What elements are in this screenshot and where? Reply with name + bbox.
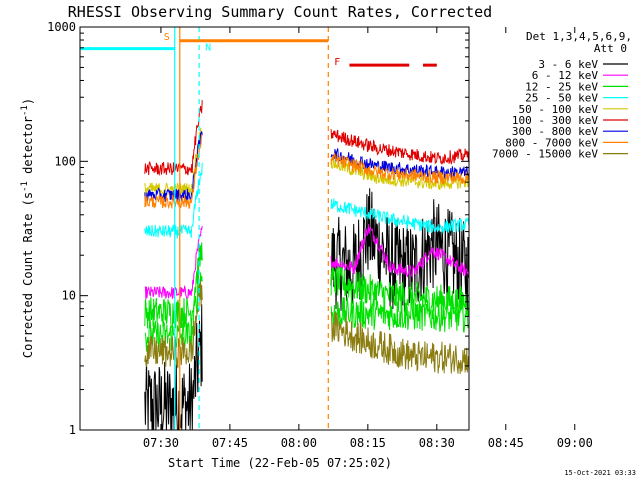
legend-label: 300 - 800 keV (512, 125, 598, 138)
series-6-12-kev (144, 224, 469, 300)
plot-content (80, 27, 469, 430)
x-tick-label: 08:30 (419, 436, 455, 450)
y-axis-label-sup2: -1 (20, 105, 30, 116)
legend-label: 12 - 25 keV (525, 80, 598, 93)
series-12-25-kev-lower-band- (144, 272, 469, 352)
x-axis-label: Start Time (22-Feb-05 07:25:02) (168, 456, 392, 470)
series-trace-segment (144, 225, 203, 300)
flag-label-s: S (164, 32, 170, 43)
legend-label: 25 - 50 keV (525, 92, 598, 105)
series-trace-segment (330, 311, 469, 375)
series-trace-segment (144, 162, 203, 239)
series-trace-segment (330, 152, 469, 185)
y-axis-label-main: Corrected Count Rate (s (21, 192, 35, 358)
flag-label-f: F (334, 57, 340, 68)
series-trace-segment (330, 296, 469, 333)
y-axis-label-end: ) (21, 98, 35, 105)
series-trace-segment (144, 280, 203, 369)
legend-label: 50 - 100 keV (519, 103, 599, 116)
plot-frame (79, 26, 470, 431)
footer-timestamp: 15-Oct-2021 03:33 (564, 469, 636, 477)
y-axis-label: Corrected Count Rate (s-1 detector-1) (20, 98, 35, 358)
legend-label: 100 - 300 keV (512, 114, 598, 127)
legend-header-line1: Det 1,3,4,5,6,9, (526, 30, 632, 43)
series-100-300-kev (144, 100, 469, 177)
series-trace-segment (330, 188, 469, 314)
y-tick-label: 10 (62, 289, 76, 303)
x-tick-label: 09:00 (557, 436, 593, 450)
x-tick-label: 08:15 (350, 436, 386, 450)
series-trace-segment (330, 198, 469, 234)
series-trace-segment (144, 100, 203, 177)
series-trace-segment (144, 242, 203, 329)
series-25-50-kev (144, 162, 469, 239)
x-axis-ticks: 07:30 07:45 08:00 08:15 08:30 08:45 09:00 (143, 27, 593, 450)
y-axis-label-mid: detector (21, 116, 35, 181)
flag-label-n: N (205, 42, 211, 53)
series-trace-segment (330, 156, 469, 190)
y-tick-label: 1000 (47, 20, 76, 34)
series-800-7000-kev (144, 133, 469, 210)
y-axis-label-sup1: -1 (20, 181, 30, 192)
series-trace-segment (330, 266, 469, 318)
y-tick-label: 1 (69, 423, 76, 437)
series-trace-segment (330, 224, 469, 279)
series-trace-segment (144, 133, 203, 210)
legend-label: 3 - 6 keV (538, 58, 598, 71)
series-trace-segment (330, 129, 469, 166)
series-3-6-kev (144, 188, 469, 430)
x-tick-label: 07:30 (143, 436, 179, 450)
series-7000-15000-kev (144, 280, 469, 375)
series-trace-segment (144, 272, 203, 352)
x-tick-label: 07:45 (212, 436, 248, 450)
chart-title: RHESSI Observing Summary Count Rates, Co… (68, 3, 492, 21)
x-tick-label: 08:00 (281, 436, 317, 450)
series-trace-segment (144, 304, 203, 430)
x-tick-label: 08:45 (488, 436, 524, 450)
legend-header-line2: Att 0 (594, 42, 627, 55)
series-trace-segment (330, 148, 469, 179)
legend-label: 7000 - 15000 keV (492, 148, 598, 161)
legend-label: 6 - 12 keV (532, 69, 599, 82)
legend-label: 800 - 7000 keV (505, 136, 598, 149)
y-tick-label: 100 (54, 154, 76, 168)
series-12-25-kev (144, 242, 469, 329)
y-axis-ticks: 1 10 100 1000 (47, 20, 469, 437)
